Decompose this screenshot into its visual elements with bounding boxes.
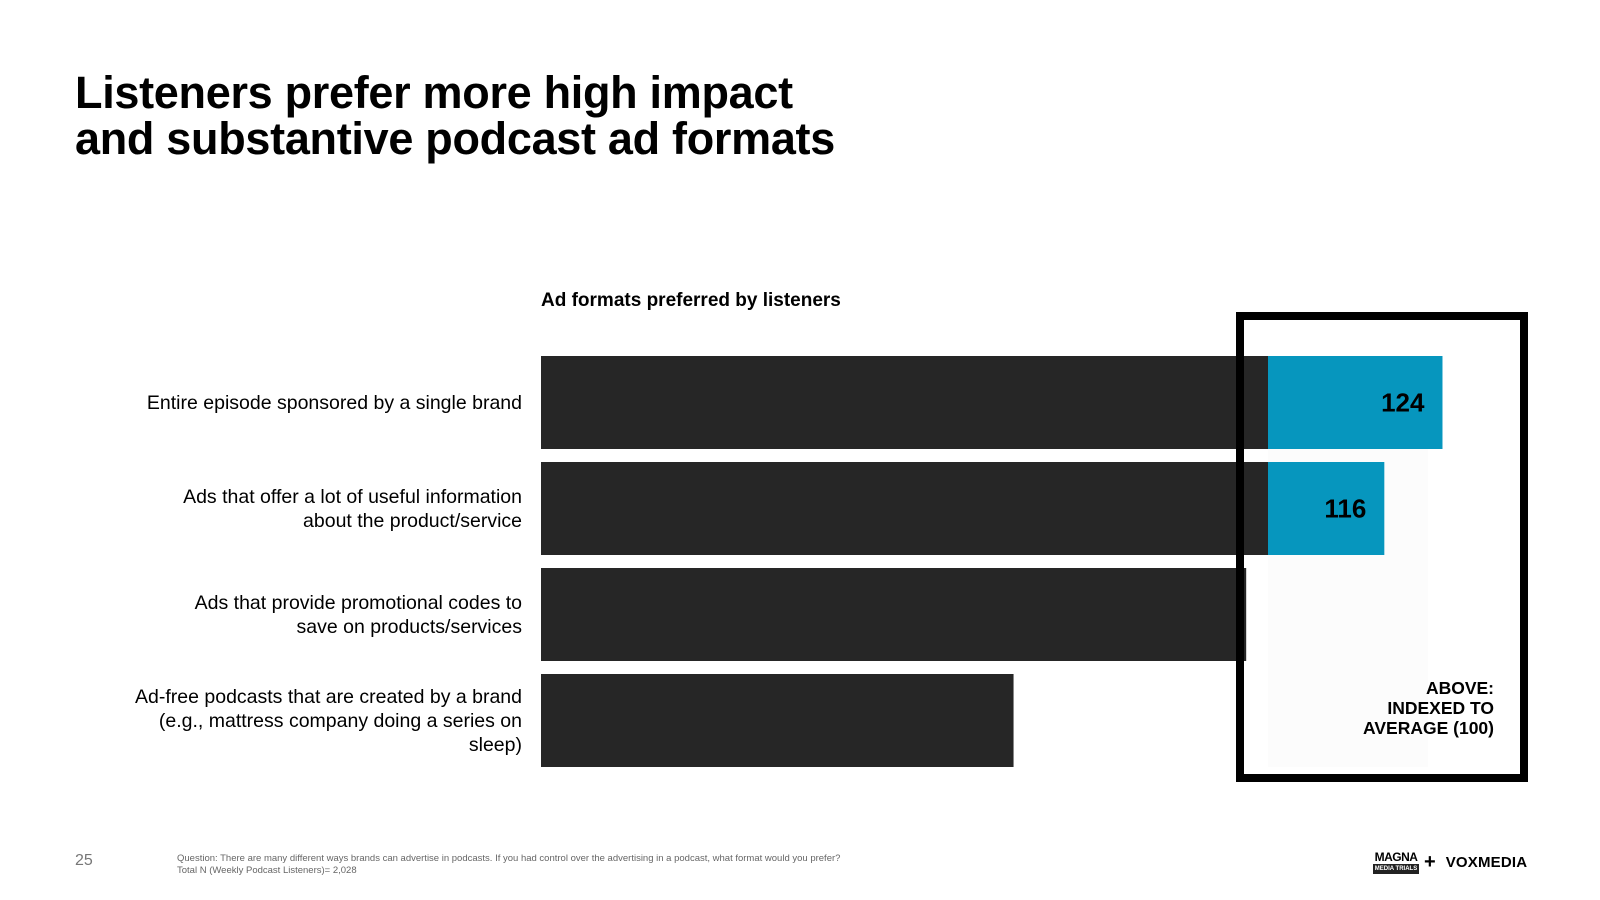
category-label-1: Entire episode sponsored by a single bra… <box>92 391 522 415</box>
category-label-3-line-2: save on products/services <box>296 615 522 638</box>
bar-3 <box>541 568 1247 661</box>
bar-1 <box>541 356 1268 449</box>
category-label-4-line-1: Ad-free podcasts that are created by a b… <box>135 685 522 708</box>
above-index-note-line-2: INDEXED TO <box>1387 698 1494 718</box>
data-label-1: 124 <box>1381 388 1425 418</box>
category-label-4-line-3: sleep) <box>468 733 522 756</box>
page-title: Listeners prefer more high impact and su… <box>75 70 975 162</box>
category-label-2-line-1: Ads that offer a lot of useful informati… <box>183 485 522 508</box>
above-index-box: ABOVE: INDEXED TO AVERAGE (100) <box>1236 312 1528 782</box>
category-label-1-line-1: Entire episode sponsored by a single bra… <box>146 391 522 414</box>
magna-logo: MAGNA MEDIA TRIALS <box>1372 847 1420 877</box>
footer-logos: MAGNA MEDIA TRIALS + VOXMEDIA <box>1372 846 1528 878</box>
bar-4 <box>541 674 1014 767</box>
footnote: Question: There are many different ways … <box>177 853 840 877</box>
category-label-4: Ad-free podcasts that are created by a b… <box>92 685 522 757</box>
category-label-3-line-1: Ads that provide promotional codes to <box>194 591 522 614</box>
voxmedia-logo: VOXMEDIA <box>1445 853 1528 871</box>
category-label-2: Ads that offer a lot of useful informati… <box>92 485 522 533</box>
magna-logo-subtitle: MEDIA TRIALS <box>1372 863 1420 874</box>
magna-logo-wordmark: MAGNA <box>1374 849 1418 864</box>
bar-2 <box>541 462 1268 555</box>
category-label-2-line-2: about the product/service <box>303 509 522 532</box>
footnote-base: Total N (Weekly Podcast Listeners)= 2,02… <box>177 865 357 876</box>
footnote-question: Question: There are many different ways … <box>177 853 841 864</box>
chart-title: Ad formats preferred by listeners <box>541 290 841 311</box>
page-title-line-2: and substantive podcast ad formats <box>75 113 835 164</box>
page-title-line-1: Listeners prefer more high impact <box>75 67 793 118</box>
logo-plus: + <box>1424 850 1436 873</box>
bar-1-above-index <box>1268 356 1443 449</box>
bar-2-above-index <box>1268 462 1385 555</box>
above-index-note-line-3: AVERAGE (100) <box>1363 718 1494 738</box>
page-number: 25 <box>75 852 93 869</box>
above-index-note: ABOVE: INDEXED TO AVERAGE (100) <box>1363 678 1494 738</box>
category-label-4-line-2: (e.g., mattress company doing a series o… <box>158 709 522 732</box>
above-index-note-line-1: ABOVE: <box>1425 678 1494 698</box>
category-label-3: Ads that provide promotional codes to sav… <box>92 591 522 639</box>
data-label-2: 116 <box>1324 494 1366 524</box>
